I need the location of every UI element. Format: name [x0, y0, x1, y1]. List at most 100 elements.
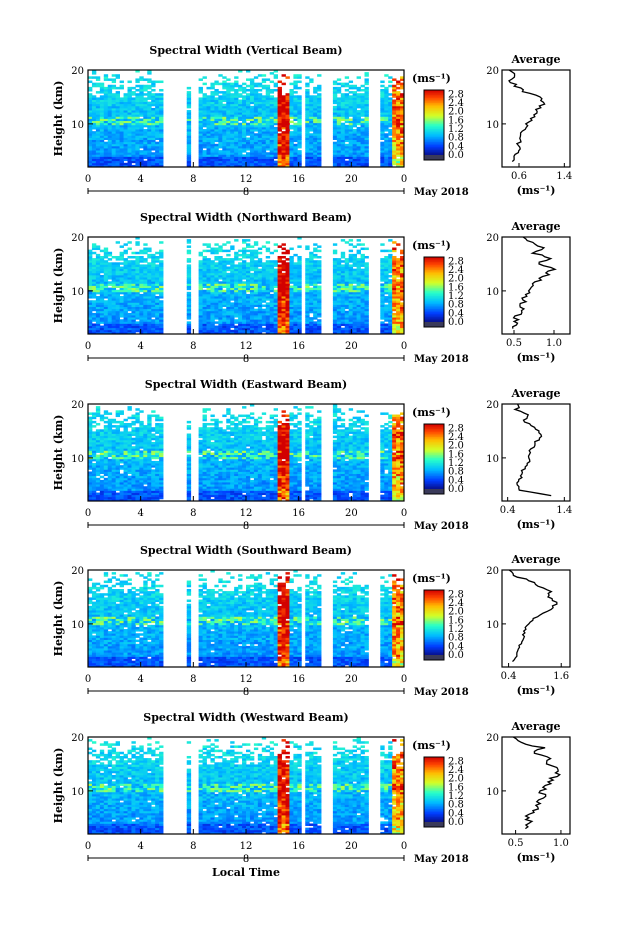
heatmap-cell [120, 319, 124, 322]
heatmap-cell [258, 74, 262, 77]
heatmap-cell [392, 313, 396, 316]
heatmap-cell [380, 250, 384, 253]
chart-title: Spectral Width (Vertical Beam) [149, 44, 342, 57]
heatmap-cell [88, 81, 92, 84]
heatmap-cell [147, 78, 151, 81]
heatmap-cell [124, 243, 128, 246]
heatmap-cell [258, 258, 262, 261]
heatmap-cell [250, 245, 254, 248]
heatmap-cell [151, 254, 155, 257]
heatmap-cell [147, 254, 151, 257]
heatmap-cells [88, 237, 404, 334]
heatmap-cell [92, 95, 96, 98]
heatmap-cell [246, 294, 250, 297]
heatmap-cell [384, 323, 388, 326]
heatmap-cell [203, 250, 207, 253]
heatmap-cell [108, 78, 112, 81]
heatmap-cell [230, 93, 234, 96]
heatmap-cell [270, 81, 274, 84]
heatmap-cell [214, 262, 218, 265]
heatmap-cell [199, 97, 203, 100]
heatmap-cell [286, 76, 290, 79]
heatmap-cell [214, 321, 218, 324]
heatmap-cell [313, 254, 317, 257]
heatmap-cell [199, 252, 203, 255]
heatmap-cell [357, 258, 361, 261]
heatmap-cell [88, 93, 92, 96]
heatmap-cell [254, 250, 258, 253]
heatmap-cell [282, 83, 286, 86]
heatmap-cell [238, 258, 242, 261]
heatmap-cell [317, 256, 321, 259]
heatmap-cell [151, 152, 155, 155]
heatmap-cell [266, 152, 270, 155]
heatmap-cell [341, 123, 345, 126]
heatmap-cell [139, 256, 143, 259]
heatmap-cell [341, 239, 345, 242]
heatmap-cell [234, 326, 238, 329]
heatmap-cell [317, 93, 321, 96]
heatmap-cell [214, 89, 218, 92]
heatmap-cell [159, 300, 163, 303]
heatmap-cell [380, 81, 384, 84]
heatmap-cell [305, 89, 309, 92]
heatmap-cell [135, 85, 139, 88]
heatmap-cell [230, 330, 234, 333]
heatmap-cell [345, 241, 349, 244]
heatmap-cell [337, 87, 341, 90]
heatmap-cell [274, 269, 278, 272]
heatmap-cell [258, 252, 262, 255]
heatmap-cell [361, 243, 365, 246]
heatmap-cell [187, 245, 191, 248]
heatmap-cell [120, 97, 124, 100]
heatmap-cell [108, 85, 112, 88]
heatmap-cell [230, 302, 234, 305]
heatmap-cell [297, 245, 301, 248]
heatmap-cell [203, 129, 207, 132]
heatmap-cell [96, 91, 100, 94]
heatmap-cell [128, 241, 132, 244]
heatmap-cell [143, 85, 147, 88]
heatmap-cell [345, 258, 349, 261]
heatmap-cell [297, 87, 301, 90]
heatmap-cell [353, 85, 357, 88]
heatmap-cell [246, 137, 250, 140]
heatmap-cell [242, 239, 246, 242]
heatmap-cell [357, 93, 361, 96]
heatmap-cell [214, 256, 218, 259]
heatmap-cell [238, 254, 242, 257]
heatmap-cell [278, 87, 282, 90]
chart-panel-0: Spectral Width (Vertical Beam)2010Height… [52, 44, 572, 198]
heatmap-cell [309, 288, 313, 291]
heatmap-cell [258, 89, 262, 92]
heatmap-cell [135, 256, 139, 259]
heatmap-cell [207, 243, 211, 246]
heatmap-cell [349, 119, 353, 122]
heatmap-cell [337, 83, 341, 86]
heatmap-cell [333, 81, 337, 84]
heatmap-cell [112, 256, 116, 259]
heatmap-cell [112, 85, 116, 88]
heatmap-cell [96, 76, 100, 79]
heatmap-cell [270, 72, 274, 75]
x-tick-label: 4 [137, 341, 143, 352]
heatmap-cell [92, 323, 96, 326]
heatmap-cell [214, 243, 218, 246]
heatmap-cell [258, 269, 262, 272]
heatmap-cell [388, 76, 392, 79]
heatmap-cell [337, 97, 341, 100]
heatmap-cell [120, 296, 124, 299]
heatmap-cell [238, 262, 242, 265]
heatmap-cell [353, 91, 357, 94]
y-tick-label: 10 [71, 287, 84, 298]
heatmap-cell [139, 119, 143, 122]
heatmap-cell [305, 258, 309, 261]
heatmap-cell [143, 243, 147, 246]
heatmap-cell [159, 93, 163, 96]
heatmap-cell [226, 273, 230, 276]
heatmap-cell [309, 95, 313, 98]
heatmap-cell [357, 110, 361, 113]
heatmap-cell [380, 283, 384, 286]
heatmap-cell [96, 254, 100, 257]
heatmap-cell [250, 273, 254, 276]
